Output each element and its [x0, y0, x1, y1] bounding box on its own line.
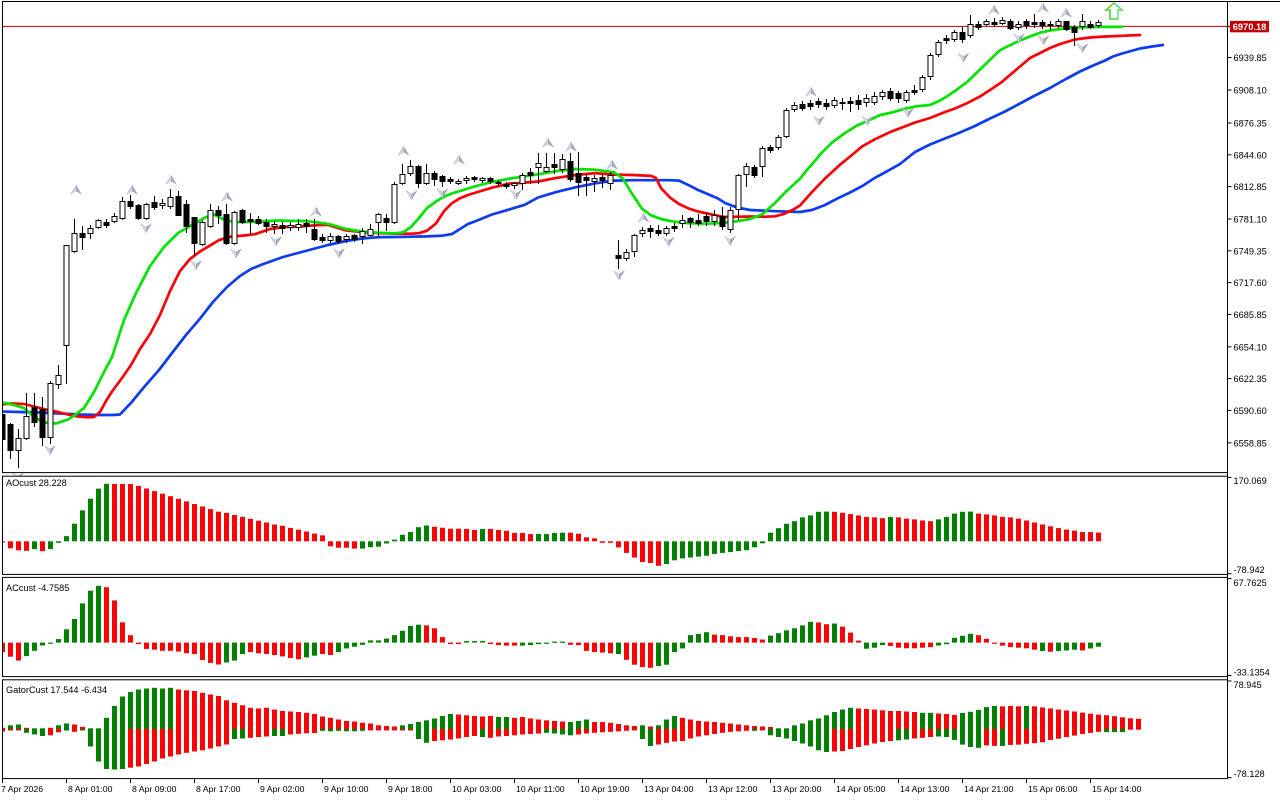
svg-text:6939.85: 6939.85 — [1234, 53, 1267, 63]
svg-text:14 Apr 05:00: 14 Apr 05:00 — [836, 784, 885, 794]
svg-text:-33.1354: -33.1354 — [1234, 668, 1270, 678]
svg-text:7 Apr 2026: 7 Apr 2026 — [1, 784, 43, 794]
svg-text:15 Apr 06:00: 15 Apr 06:00 — [1028, 784, 1077, 794]
svg-text:AOcust 28.228: AOcust 28.228 — [6, 478, 67, 488]
svg-text:-78.128: -78.128 — [1234, 769, 1265, 779]
svg-text:10 Apr 11:00: 10 Apr 11:00 — [516, 784, 565, 794]
svg-text:8 Apr 17:00: 8 Apr 17:00 — [196, 784, 241, 794]
svg-text:9 Apr 18:00: 9 Apr 18:00 — [388, 784, 433, 794]
svg-text:9 Apr 10:00: 9 Apr 10:00 — [324, 784, 369, 794]
svg-text:8 Apr 09:00: 8 Apr 09:00 — [132, 784, 177, 794]
svg-text:15 Apr 14:00: 15 Apr 14:00 — [1092, 784, 1141, 794]
svg-text:6622.35: 6622.35 — [1234, 374, 1267, 384]
svg-text:10 Apr 19:00: 10 Apr 19:00 — [580, 784, 629, 794]
svg-text:9 Apr 02:00: 9 Apr 02:00 — [260, 784, 305, 794]
svg-text:14 Apr 13:00: 14 Apr 13:00 — [900, 784, 949, 794]
svg-text:13 Apr 04:00: 13 Apr 04:00 — [644, 784, 693, 794]
svg-text:6717.60: 6717.60 — [1234, 278, 1267, 288]
svg-text:6876.35: 6876.35 — [1234, 119, 1267, 129]
svg-text:6749.35: 6749.35 — [1234, 246, 1267, 256]
svg-text:6844.60: 6844.60 — [1234, 150, 1267, 160]
svg-text:8 Apr 01:00: 8 Apr 01:00 — [68, 784, 113, 794]
svg-text:-78.942: -78.942 — [1234, 565, 1265, 575]
svg-text:GatorCust 17.544 -6.434: GatorCust 17.544 -6.434 — [6, 685, 107, 695]
svg-text:170.069: 170.069 — [1234, 476, 1267, 486]
svg-text:13 Apr 12:00: 13 Apr 12:00 — [708, 784, 757, 794]
svg-text:6685.85: 6685.85 — [1234, 310, 1267, 320]
svg-text:6970.18: 6970.18 — [1233, 22, 1267, 32]
svg-text:13 Apr 20:00: 13 Apr 20:00 — [772, 784, 821, 794]
svg-text:14 Apr 21:00: 14 Apr 21:00 — [964, 784, 1013, 794]
svg-text:6654.10: 6654.10 — [1234, 342, 1267, 352]
svg-text:6558.85: 6558.85 — [1234, 438, 1267, 448]
svg-text:10 Apr 03:00: 10 Apr 03:00 — [452, 784, 501, 794]
svg-text:6781.10: 6781.10 — [1234, 215, 1267, 225]
svg-text:ACcust -4.7585: ACcust -4.7585 — [6, 583, 69, 593]
svg-text:6908.10: 6908.10 — [1234, 86, 1267, 96]
svg-text:6812.85: 6812.85 — [1234, 182, 1267, 192]
svg-text:67.7625: 67.7625 — [1234, 578, 1267, 588]
svg-text:78.945: 78.945 — [1234, 680, 1262, 690]
svg-text:6590.60: 6590.60 — [1234, 406, 1267, 416]
